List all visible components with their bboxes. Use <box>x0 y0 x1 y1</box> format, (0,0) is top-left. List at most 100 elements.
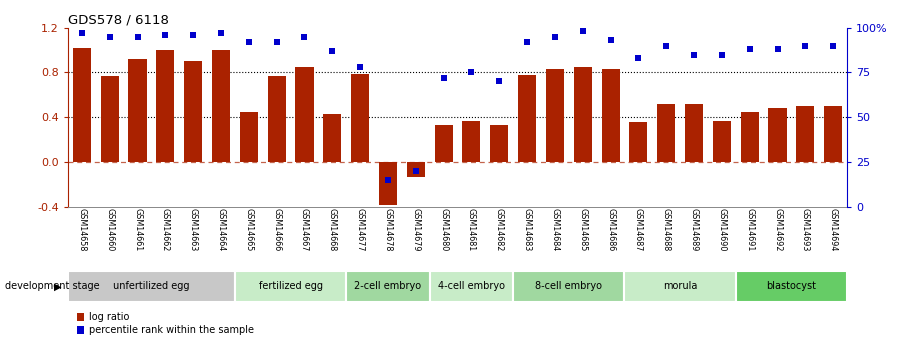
Text: 8-cell embryo: 8-cell embryo <box>535 282 602 291</box>
Text: GSM14658: GSM14658 <box>77 208 86 252</box>
Bar <box>184 61 202 162</box>
Text: GSM14680: GSM14680 <box>439 208 448 252</box>
Text: GSM14667: GSM14667 <box>300 208 309 252</box>
Point <box>575 28 590 34</box>
Bar <box>267 76 285 162</box>
Bar <box>573 67 592 162</box>
Bar <box>824 106 843 162</box>
Bar <box>624 271 736 302</box>
Point <box>492 79 506 84</box>
Text: GSM14668: GSM14668 <box>328 208 337 252</box>
Text: GSM14678: GSM14678 <box>383 208 392 252</box>
Point <box>520 39 535 45</box>
Point <box>269 39 284 45</box>
Text: GSM14689: GSM14689 <box>689 208 699 252</box>
Text: GSM14683: GSM14683 <box>523 208 532 252</box>
Bar <box>407 162 425 177</box>
Text: ▶: ▶ <box>54 282 62 291</box>
Bar <box>101 76 119 162</box>
Text: GSM14686: GSM14686 <box>606 208 615 252</box>
Text: GSM14687: GSM14687 <box>634 208 643 252</box>
Point <box>297 34 312 39</box>
Bar <box>429 271 513 302</box>
Point <box>214 30 228 36</box>
Text: GSM14691: GSM14691 <box>746 208 754 252</box>
Bar <box>713 121 731 162</box>
Bar <box>323 114 342 162</box>
Text: GSM14693: GSM14693 <box>801 208 810 252</box>
Text: GSM14688: GSM14688 <box>661 208 670 252</box>
Legend: log ratio, percentile rank within the sample: log ratio, percentile rank within the sa… <box>72 308 258 339</box>
Text: GSM14682: GSM14682 <box>495 208 504 252</box>
Text: GSM14664: GSM14664 <box>217 208 226 252</box>
Point <box>798 43 813 48</box>
Bar <box>513 271 624 302</box>
Bar <box>546 69 564 162</box>
Point <box>547 34 562 39</box>
Bar <box>240 112 258 162</box>
Point <box>186 32 200 38</box>
Bar <box>768 108 786 162</box>
Bar <box>657 104 675 162</box>
Bar <box>235 271 346 302</box>
Point <box>464 70 478 75</box>
Point <box>687 52 701 57</box>
Text: GSM14677: GSM14677 <box>356 208 364 252</box>
Text: blastocyst: blastocyst <box>766 282 816 291</box>
Bar <box>129 59 147 162</box>
Bar <box>796 106 814 162</box>
Point <box>715 52 729 57</box>
Text: GSM14692: GSM14692 <box>773 208 782 252</box>
Text: GSM14690: GSM14690 <box>718 208 727 252</box>
Text: 4-cell embryo: 4-cell embryo <box>438 282 505 291</box>
Bar <box>157 50 174 162</box>
Point <box>102 34 117 39</box>
Point <box>158 32 172 38</box>
Bar <box>602 69 620 162</box>
Point <box>826 43 841 48</box>
Text: unfertilized egg: unfertilized egg <box>113 282 189 291</box>
Bar <box>741 112 758 162</box>
Bar <box>435 125 453 162</box>
Bar <box>518 75 536 162</box>
Text: GSM14662: GSM14662 <box>161 208 169 252</box>
Text: 2-cell embryo: 2-cell embryo <box>354 282 421 291</box>
Text: GSM14681: GSM14681 <box>467 208 476 252</box>
Text: development stage: development stage <box>5 282 99 291</box>
Point <box>437 75 451 81</box>
Bar <box>462 121 480 162</box>
Bar <box>379 162 397 205</box>
Text: GSM14663: GSM14663 <box>188 208 198 252</box>
Point <box>770 46 785 52</box>
Bar <box>490 125 508 162</box>
Bar <box>295 67 313 162</box>
Text: GDS578 / 6118: GDS578 / 6118 <box>68 13 169 27</box>
Bar <box>630 122 648 162</box>
Text: GSM14679: GSM14679 <box>411 208 420 252</box>
Point <box>130 34 145 39</box>
Point <box>381 177 395 183</box>
Point <box>74 30 89 36</box>
Point <box>352 64 367 70</box>
Text: GSM14661: GSM14661 <box>133 208 142 252</box>
Text: fertilized egg: fertilized egg <box>258 282 323 291</box>
Bar <box>736 271 847 302</box>
Bar <box>352 73 369 162</box>
Text: GSM14660: GSM14660 <box>105 208 114 252</box>
Text: GSM14694: GSM14694 <box>829 208 838 252</box>
Point <box>659 43 673 48</box>
Text: GSM14665: GSM14665 <box>245 208 254 252</box>
Point <box>242 39 256 45</box>
Text: GSM14666: GSM14666 <box>272 208 281 252</box>
Bar <box>68 271 235 302</box>
Point <box>742 46 757 52</box>
Point <box>325 48 340 54</box>
Bar <box>685 104 703 162</box>
Bar <box>212 50 230 162</box>
Text: morula: morula <box>663 282 698 291</box>
Bar <box>346 271 429 302</box>
Bar <box>72 48 91 162</box>
Text: GSM14684: GSM14684 <box>551 208 559 252</box>
Text: GSM14685: GSM14685 <box>578 208 587 252</box>
Point <box>603 37 618 43</box>
